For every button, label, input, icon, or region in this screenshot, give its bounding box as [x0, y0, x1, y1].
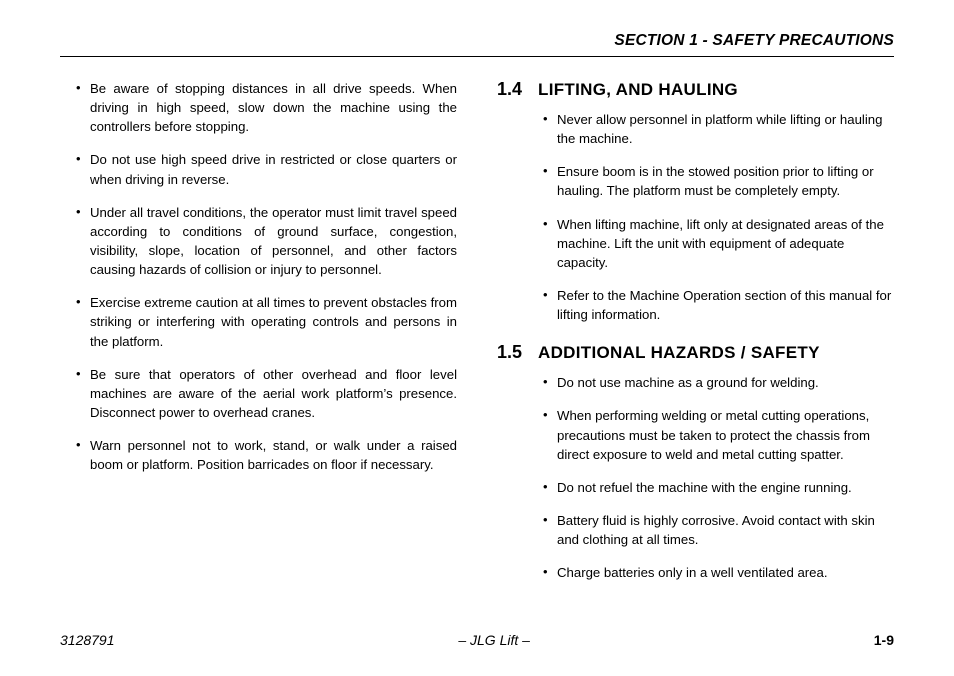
section-title: LIFTING, AND HAULING [538, 80, 738, 100]
columns: Be aware of stopping distances in all dr… [60, 79, 894, 600]
list-item: Do not use high speed drive in restricte… [74, 150, 457, 188]
list-item: Do not use machine as a ground for weldi… [541, 373, 894, 392]
page: SECTION 1 - SAFETY PRECAUTIONS Be aware … [0, 0, 954, 676]
list-item: Do not refuel the machine with the engin… [541, 478, 894, 497]
list-item: Ensure boom is in the stowed position pr… [541, 162, 894, 200]
footer: 3128791 – JLG Lift – 1-9 [60, 632, 894, 648]
list-item: Refer to the Machine Operation section o… [541, 286, 894, 324]
footer-page: 1-9 [874, 632, 894, 648]
list-item: When performing welding or metal cutting… [541, 406, 894, 463]
section-1-4: 1.4 LIFTING, AND HAULING Never allow per… [497, 79, 894, 324]
section-bullet-list: Never allow personnel in platform while … [497, 110, 894, 324]
left-column: Be aware of stopping distances in all dr… [60, 79, 457, 600]
section-heading: 1.4 LIFTING, AND HAULING [497, 79, 894, 100]
section-number: 1.4 [497, 79, 522, 100]
list-item: Charge batteries only in a well ventilat… [541, 563, 894, 582]
footer-docnum: 3128791 [60, 632, 115, 648]
list-item: Warn personnel not to work, stand, or wa… [74, 436, 457, 474]
list-item: Battery fluid is highly corrosive. Avoid… [541, 511, 894, 549]
list-item: Be aware of stopping distances in all dr… [74, 79, 457, 136]
section-1-5: 1.5 ADDITIONAL HAZARDS / SAFETY Do not u… [497, 342, 894, 582]
right-column: 1.4 LIFTING, AND HAULING Never allow per… [497, 79, 894, 600]
section-heading: 1.5 ADDITIONAL HAZARDS / SAFETY [497, 342, 894, 363]
list-item: Exercise extreme caution at all times to… [74, 293, 457, 350]
section-title: ADDITIONAL HAZARDS / SAFETY [538, 343, 820, 363]
section-header: SECTION 1 - SAFETY PRECAUTIONS [60, 32, 894, 57]
left-bullet-list: Be aware of stopping distances in all dr… [60, 79, 457, 474]
list-item: Under all travel conditions, the operato… [74, 203, 457, 280]
list-item: Be sure that operators of other overhead… [74, 365, 457, 422]
section-number: 1.5 [497, 342, 522, 363]
list-item: When lifting machine, lift only at desig… [541, 215, 894, 272]
list-item: Never allow personnel in platform while … [541, 110, 894, 148]
section-bullet-list: Do not use machine as a ground for weldi… [497, 373, 894, 582]
footer-center: – JLG Lift – [458, 632, 530, 648]
